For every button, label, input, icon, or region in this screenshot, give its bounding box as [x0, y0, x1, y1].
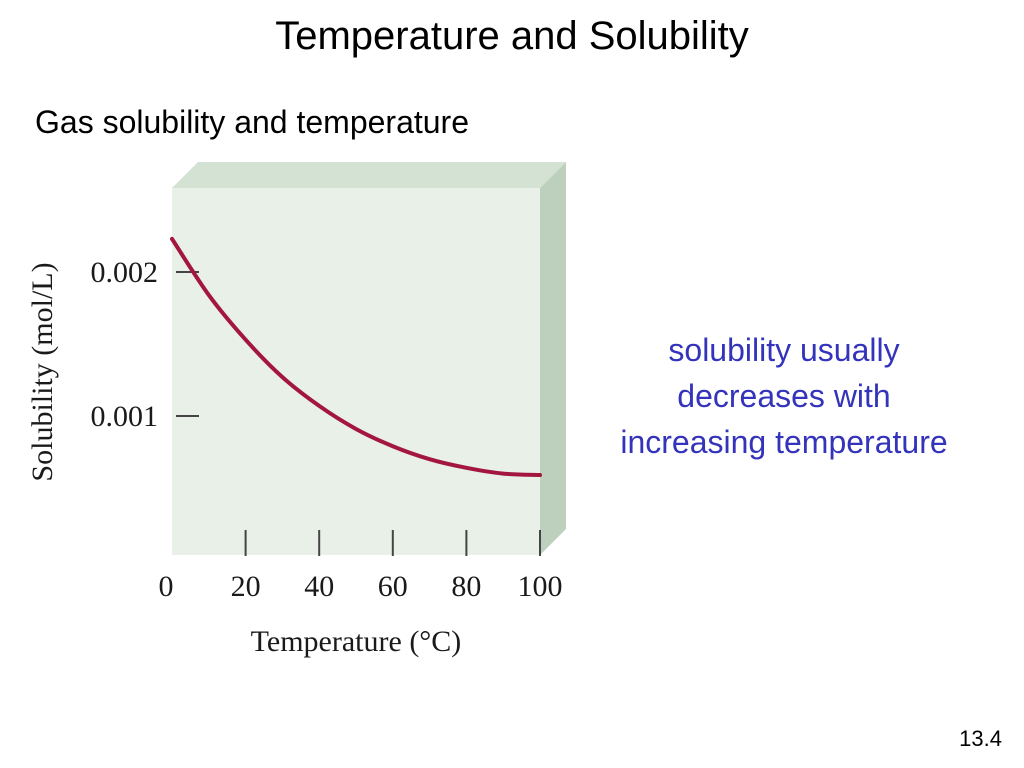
x-tick-label: 40	[304, 570, 334, 603]
x-tick-label: 80	[451, 570, 481, 603]
slide-number: 13.4	[959, 726, 1002, 751]
solubility-chart: 0 20 40 60 80 100 0.001 0.002 Temperature (°C) So…	[26, 162, 566, 658]
callout-text: solubility usually decreases with increa…	[574, 327, 994, 465]
panel-side-face	[540, 162, 566, 555]
panel-top-face	[172, 162, 566, 188]
y-tick-label: 0.002	[91, 256, 159, 289]
axis-labels: 0 20 40 60 80 100 0.001 0.002 Temperature (°C) So…	[26, 256, 563, 658]
slide-title: Temperature and Solubility	[275, 14, 749, 58]
panel-front-face	[172, 188, 540, 555]
callout-line-1: solubility usually	[668, 332, 900, 368]
y-tick-label: 0.001	[91, 400, 159, 433]
solubility-series-line	[170, 236, 542, 478]
x-tick-label: 20	[231, 570, 261, 603]
callout-line-2: decreases with	[677, 378, 891, 414]
series-line-group	[170, 236, 542, 478]
callout-line-3: increasing temperature	[620, 424, 948, 460]
y-axis-title: Solubility (mol/L)	[26, 262, 59, 481]
x-tick-label: 0	[159, 570, 174, 603]
x-tick-label: 60	[378, 570, 408, 603]
x-axis-title: Temperature (°C)	[251, 625, 462, 658]
chart-panel	[172, 162, 566, 555]
x-tick-label: 100	[518, 570, 563, 603]
slide-subtitle: Gas solubility and temperature	[35, 104, 469, 140]
